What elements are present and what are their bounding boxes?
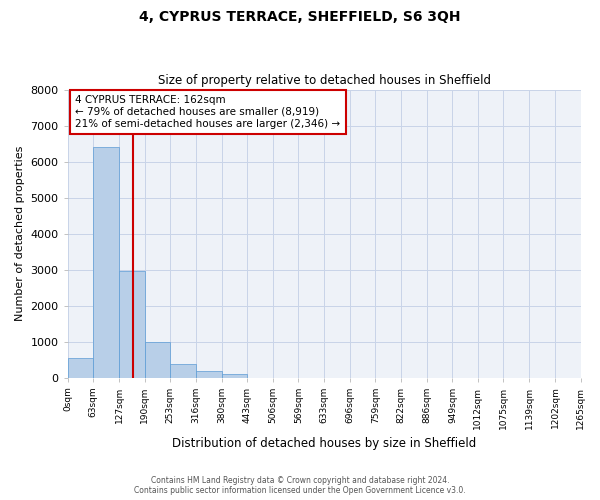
X-axis label: Distribution of detached houses by size in Sheffield: Distribution of detached houses by size … — [172, 437, 476, 450]
Bar — [119, 272, 145, 378]
Bar — [145, 342, 170, 378]
Y-axis label: Number of detached properties: Number of detached properties — [15, 146, 25, 321]
Text: Contains HM Land Registry data © Crown copyright and database right 2024.
Contai: Contains HM Land Registry data © Crown c… — [134, 476, 466, 495]
Bar — [68, 358, 93, 378]
Bar — [93, 147, 119, 378]
Bar — [222, 374, 247, 378]
Title: Size of property relative to detached houses in Sheffield: Size of property relative to detached ho… — [158, 74, 491, 87]
Text: 4, CYPRUS TERRACE, SHEFFIELD, S6 3QH: 4, CYPRUS TERRACE, SHEFFIELD, S6 3QH — [139, 10, 461, 24]
Bar — [170, 364, 196, 378]
Text: 4 CYPRUS TERRACE: 162sqm
← 79% of detached houses are smaller (8,919)
21% of sem: 4 CYPRUS TERRACE: 162sqm ← 79% of detach… — [76, 96, 341, 128]
Bar — [196, 371, 222, 378]
